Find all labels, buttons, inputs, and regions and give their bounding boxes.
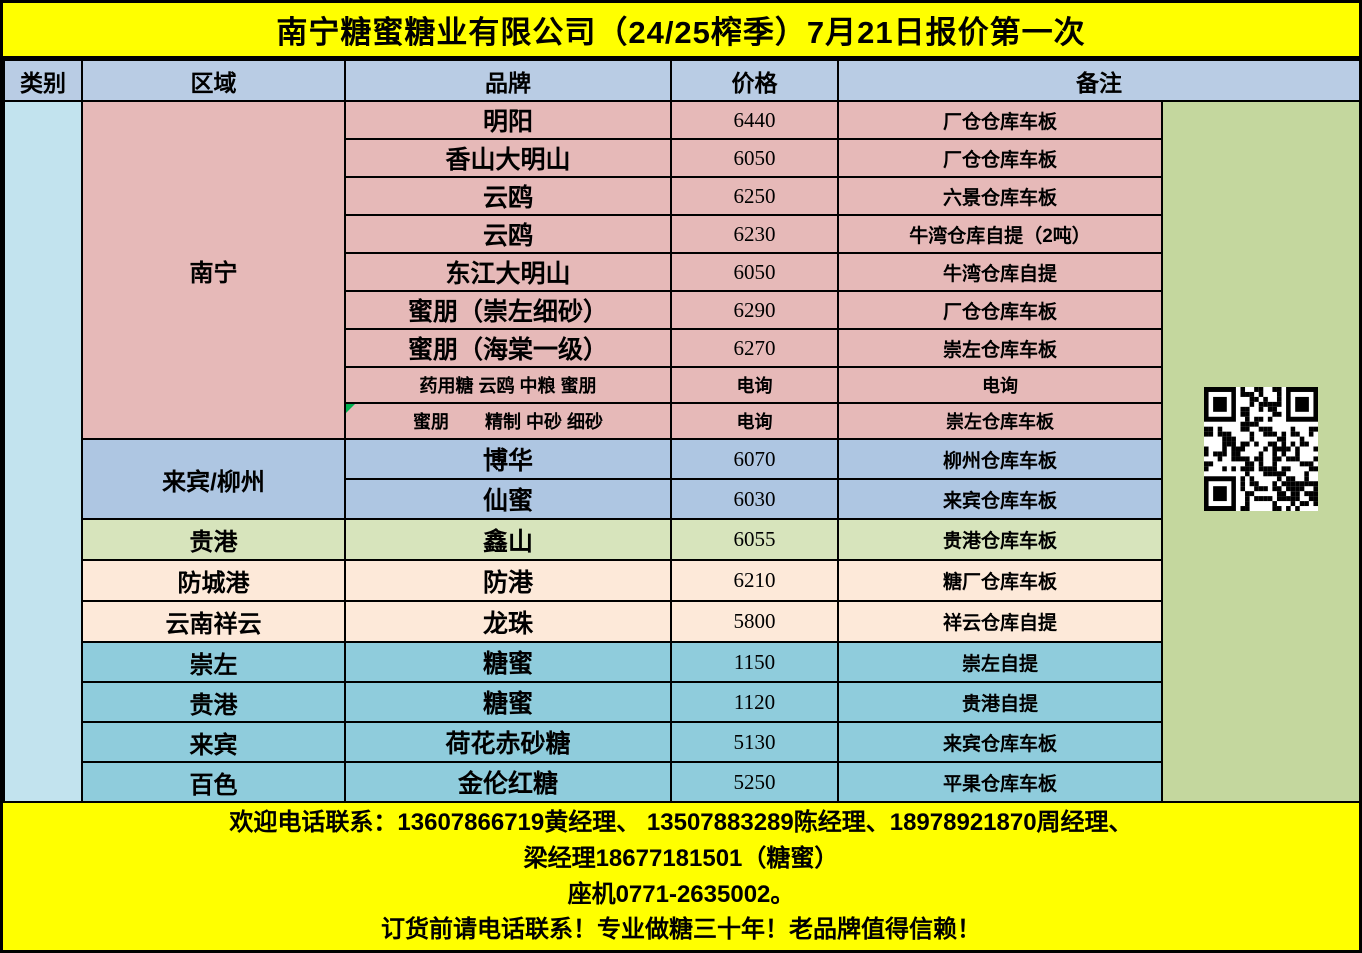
cell-comment-triangle-icon xyxy=(347,405,355,413)
table-row: 东江大明山 6050 牛湾仓库自提 xyxy=(4,252,1360,292)
brand-cell: 糖蜜 xyxy=(344,681,672,723)
region-cell: 来宾/柳州 xyxy=(81,438,346,520)
footer-contact-block: 欢迎电话联系：13607866719黄经理、 13507883289陈经理、18… xyxy=(3,803,1359,950)
brand-cell: 药用糖 云鸥 中粮 蜜朋 xyxy=(344,366,672,404)
region-cell: 贵港 xyxy=(81,518,346,561)
brand-cell: 香山大明山 xyxy=(344,138,672,178)
col-header-remark: 备注 xyxy=(837,59,1361,102)
brand-cell: 鑫山 xyxy=(344,518,672,561)
table-row: 百色 金伦红糖 5250 平果仓库车板 xyxy=(4,761,1360,803)
price-cell: 6440 xyxy=(670,100,839,140)
price-cell: 6055 xyxy=(670,518,839,561)
price-cell: 6050 xyxy=(670,252,839,292)
qr-code xyxy=(1204,387,1318,511)
col-header-region: 区域 xyxy=(81,59,346,102)
price-cell: 6210 xyxy=(670,559,839,602)
brand-cell: 蜜朋 精制 中砂 细砂 xyxy=(344,402,672,440)
brand-cell: 仙蜜 xyxy=(344,478,672,520)
brand-cell: 云鸥 xyxy=(344,176,672,216)
col-header-brand: 品牌 xyxy=(344,59,672,102)
footer-line: 订货前请电话联系！专业做糖三十年！老品牌值得信赖！ xyxy=(381,916,981,944)
footer-line: 座机0771-2635002。 xyxy=(567,880,795,908)
price-cell: 5130 xyxy=(670,721,839,763)
brand-cell: 荷花赤砂糖 xyxy=(344,721,672,763)
price-cell: 电询 xyxy=(670,402,839,440)
brand-cell: 云鸥 xyxy=(344,214,672,254)
table-row: 贵港 鑫山 6055 贵港仓库车板 xyxy=(4,518,1360,561)
region-cell: 南宁 xyxy=(81,100,346,440)
price-cell: 电询 xyxy=(670,366,839,404)
table-row: 贵港 糖蜜 1120 贵港自提 xyxy=(4,681,1360,723)
table-row: 南宁 明阳 6440 厂仓仓库车板 xyxy=(3,100,1361,803)
table-row: 蜜朋 精制 中砂 细砂 电询 崇左仓库车板 xyxy=(4,402,1360,440)
brand-cell: 金伦红糖 xyxy=(344,761,672,803)
price-cell: 5250 xyxy=(670,761,839,803)
region-cell: 来宾 xyxy=(81,721,346,763)
header-row: 类别 区域 品牌 价格 备注 xyxy=(3,59,1361,102)
brand-cell: 东江大明山 xyxy=(344,252,672,292)
table-row: 香山大明山 6050 厂仓仓库车板 xyxy=(4,138,1360,178)
table-row: 云鸥 6250 六景仓库车板 xyxy=(4,176,1360,216)
table-row: 蜜朋（海棠一级） 6270 崇左仓库车板 xyxy=(4,328,1360,368)
remark-cell: 六景仓库车板 xyxy=(837,176,1163,216)
table-row: 药用糖 云鸥 中粮 蜜朋 电询 电询 xyxy=(4,366,1360,404)
table-row: 仙蜜 6030 来宾仓库车板 xyxy=(4,478,1360,520)
price-table: 类别 区域 品牌 价格 备注 南宁 明阳 6440 厂仓仓库车板 香山大明山 6050 厂仓… xyxy=(3,59,1361,803)
remark-cell: 厂仓仓库车板 xyxy=(837,138,1163,178)
price-cell: 5800 xyxy=(670,600,839,643)
region-cell: 云南祥云 xyxy=(81,600,346,643)
remark-cell: 崇左仓库车板 xyxy=(837,402,1163,440)
table-row: 崇左 糖蜜 1150 崇左自提 xyxy=(4,641,1360,683)
remark-cell: 平果仓库车板 xyxy=(837,761,1163,803)
footer-line: 欢迎电话联系：13607866719黄经理、 13507883289陈经理、18… xyxy=(229,809,1133,837)
side-panel xyxy=(1161,100,1361,803)
brand-cell: 防港 xyxy=(344,559,672,602)
brand-cell: 蜜朋（崇左细砂） xyxy=(344,290,672,330)
remark-cell: 牛湾仓库自提 xyxy=(837,252,1163,292)
price-cell: 1120 xyxy=(670,681,839,723)
category-column-cell xyxy=(3,100,83,803)
brand-cell: 博华 xyxy=(344,438,672,480)
table-row: 来宾/柳州 博华 6070 柳州仓库车板 xyxy=(4,438,1360,520)
price-cell: 6250 xyxy=(670,176,839,216)
page-title: 南宁糖蜜糖业有限公司（24/25榨季）7月21日报价第一次 xyxy=(3,3,1359,59)
region-cell: 百色 xyxy=(81,761,346,803)
remark-cell: 糖厂仓库车板 xyxy=(837,559,1163,602)
brand-cell: 蜜朋（海棠一级） xyxy=(344,328,672,368)
table-row: 防城港 防港 6210 糖厂仓库车板 xyxy=(4,559,1360,602)
remark-cell: 牛湾仓库自提（2吨） xyxy=(837,214,1163,254)
remark-cell: 厂仓仓库车板 xyxy=(837,100,1163,140)
brand-cell: 糖蜜 xyxy=(344,641,672,683)
table-row: 来宾 荷花赤砂糖 5130 来宾仓库车板 xyxy=(4,721,1360,763)
price-cell: 6270 xyxy=(670,328,839,368)
remark-cell: 来宾仓库车板 xyxy=(837,721,1163,763)
table-row: 蜜朋（崇左细砂） 6290 厂仓仓库车板 xyxy=(4,290,1360,330)
remark-cell: 贵港自提 xyxy=(837,681,1163,723)
region-cell: 防城港 xyxy=(81,559,346,602)
brand-cell: 明阳 xyxy=(344,100,672,140)
table-row: 云鸥 6230 牛湾仓库自提（2吨） xyxy=(4,214,1360,254)
remark-cell: 厂仓仓库车板 xyxy=(837,290,1163,330)
price-cell: 1150 xyxy=(670,641,839,683)
brand-cell: 龙珠 xyxy=(344,600,672,643)
region-cell: 贵港 xyxy=(81,681,346,723)
col-header-category: 类别 xyxy=(3,59,83,102)
col-header-price: 价格 xyxy=(670,59,839,102)
remark-cell: 贵港仓库车板 xyxy=(837,518,1163,561)
price-cell: 6070 xyxy=(670,438,839,480)
region-cell: 崇左 xyxy=(81,641,346,683)
remark-cell: 柳州仓库车板 xyxy=(837,438,1163,480)
remark-cell: 崇左仓库车板 xyxy=(837,328,1163,368)
footer-line: 梁经理18677181501（糖蜜） xyxy=(523,844,839,872)
price-cell: 6050 xyxy=(670,138,839,178)
price-cell: 6230 xyxy=(670,214,839,254)
remark-cell: 来宾仓库车板 xyxy=(837,478,1163,520)
remark-cell: 电询 xyxy=(837,366,1163,404)
remark-cell: 祥云仓库自提 xyxy=(837,600,1163,643)
table-row: 云南祥云 龙珠 5800 祥云仓库自提 xyxy=(4,600,1360,643)
remark-cell: 崇左自提 xyxy=(837,641,1163,683)
price-cell: 6290 xyxy=(670,290,839,330)
price-cell: 6030 xyxy=(670,478,839,520)
